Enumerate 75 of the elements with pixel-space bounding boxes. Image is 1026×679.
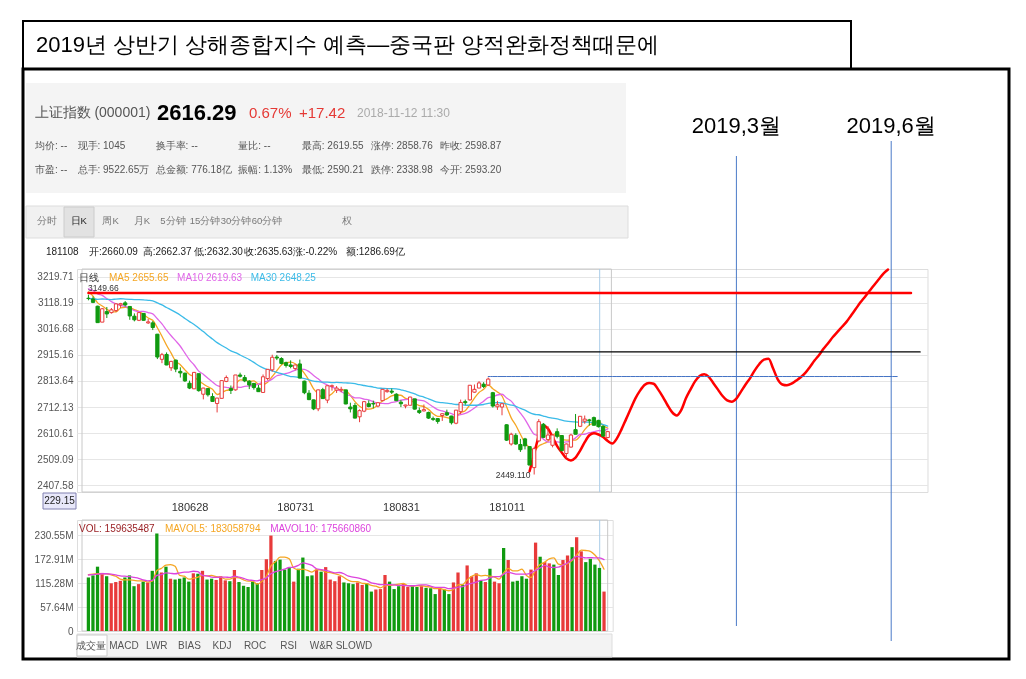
y-tick-label: 57.64M: [40, 601, 74, 613]
text: 涨停: 2858.76: [371, 140, 434, 152]
text: BIAS: [178, 639, 202, 651]
text: 均价: --: [34, 140, 68, 152]
y-tick-label: 115.28M: [35, 577, 74, 589]
y-tick-label: 3219.71: [37, 271, 74, 283]
chart-title: 2019년 상반기 상해종합지수 예측—중국판 양적완화정책때문에: [36, 32, 660, 57]
text: MAVOL10: 175660860: [270, 523, 372, 534]
text: 2019,6월: [846, 113, 936, 138]
text: MAVOL5: 183058794: [165, 523, 261, 534]
text: 5分钟: [160, 215, 186, 227]
annotation: 3149.66: [88, 282, 119, 293]
text: KDJ: [212, 639, 232, 651]
text: 涨:-0.22%: [292, 246, 338, 257]
text: 上证指数 (000001): [34, 104, 151, 120]
text: 15分钟: [189, 215, 221, 227]
text: MA5 2655.65: [109, 272, 169, 283]
text: 最高: 2619.55: [301, 140, 364, 152]
y-tick-label: 172.91M: [34, 553, 74, 565]
text: 周K: [102, 215, 120, 227]
text: 30分钟: [220, 215, 252, 227]
text: 2616.29: [157, 100, 237, 125]
text: 换手率: --: [155, 140, 198, 152]
text: 振幅: 1.13%: [238, 164, 293, 176]
y-tick-label: 230.55M: [34, 529, 74, 541]
text: 0.67%: [249, 104, 292, 121]
text: 权: [341, 215, 352, 227]
y-tick-label: 2407.58: [37, 479, 74, 491]
text: 开:2660.09: [89, 246, 139, 257]
y-tick-label: 2712.13: [37, 401, 74, 413]
text: 额:1286.69亿: [346, 246, 405, 257]
text: 量比: --: [238, 140, 271, 152]
text: MACD: [109, 639, 139, 651]
text: 低:2632.30: [194, 246, 244, 257]
text: ROC: [243, 639, 267, 651]
y-tick-label: 0: [67, 625, 74, 637]
text: RSI: [280, 639, 298, 651]
y-tick-label: 2509.09: [37, 453, 74, 465]
text: 高:2662.37: [142, 246, 193, 257]
x-tick-label: 180831: [383, 500, 420, 513]
text: 229.15: [44, 495, 76, 506]
text: 收:2635.63: [244, 246, 294, 257]
text: 60分钟: [251, 215, 283, 227]
text: 总手: 9522.65万: [76, 164, 150, 176]
text: 日K: [70, 215, 88, 227]
text: 今开: 2593.20: [439, 164, 502, 176]
series-label: VOL: 159635487: [79, 523, 156, 534]
text: 跌停: 2338.98: [371, 164, 434, 176]
text: +17.42: [299, 104, 346, 121]
text: 总金额: 776.18亿: [154, 164, 232, 176]
text: SLOWD: [335, 639, 373, 651]
text: W&R: [309, 639, 334, 651]
x-tick-label: 181011: [489, 500, 526, 513]
text: LWR: [146, 639, 168, 651]
text: 现手: 1045: [77, 140, 126, 152]
text: 最低: 2590.21: [301, 164, 364, 176]
text: 市盈: --: [35, 164, 68, 176]
text: 181108: [46, 246, 80, 257]
text: 月K: [133, 215, 151, 227]
text: MA30 2648.25: [250, 272, 317, 283]
y-tick-label: 2813.64: [37, 375, 74, 387]
text: MA10 2619.63: [177, 272, 243, 283]
y-tick-label: 3118.19: [38, 297, 74, 309]
text: 昨收: 2598.87: [439, 140, 502, 152]
annotation: 2449.110: [495, 469, 531, 480]
x-tick-label: 180628: [171, 500, 209, 513]
text: 成交量: [75, 639, 106, 651]
text: 2019,3월: [691, 113, 782, 138]
y-tick-label: 2610.61: [37, 427, 74, 439]
legend-title: 日线: [79, 272, 99, 283]
x-tick-label: 180731: [277, 500, 315, 513]
y-tick-label: 2915.16: [37, 349, 74, 361]
y-tick-label: 3016.68: [37, 323, 74, 335]
text: 2018-11-12 11:30: [357, 106, 451, 120]
text: 分时: [37, 215, 57, 227]
